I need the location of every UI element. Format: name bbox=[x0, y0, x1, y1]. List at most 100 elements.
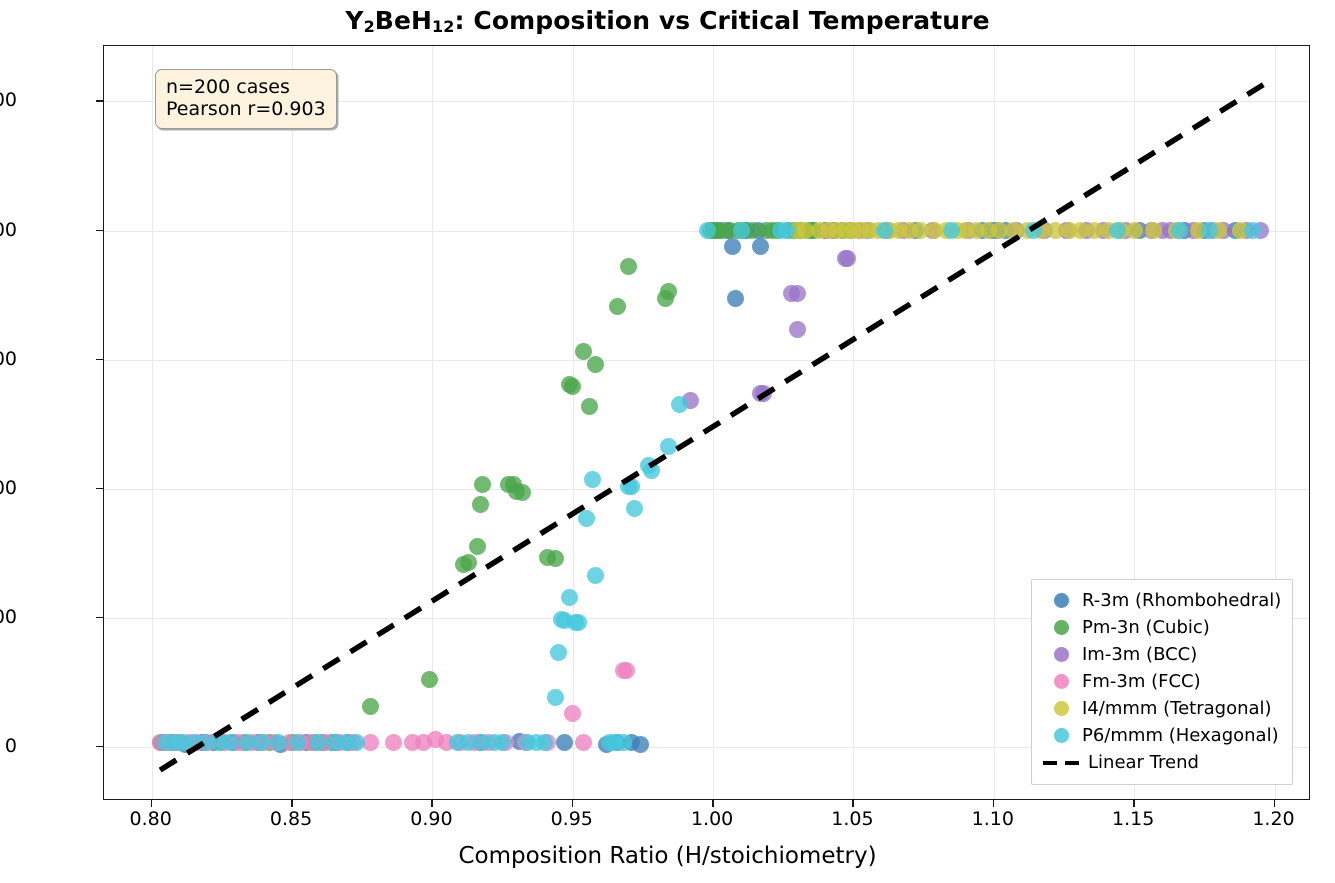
scatter-point bbox=[536, 734, 554, 752]
scatter-point bbox=[238, 734, 256, 752]
scatter-point bbox=[626, 499, 644, 517]
linear-trend-line bbox=[158, 82, 1265, 773]
legend-marker-icon bbox=[1054, 701, 1069, 716]
scatter-point bbox=[586, 566, 604, 584]
plot-area bbox=[103, 45, 1310, 800]
scatter-point bbox=[1145, 222, 1163, 240]
x-axis-tick-label: 1.00 bbox=[690, 808, 734, 830]
legend-item[interactable]: Pm-3n (Cubic) bbox=[1043, 614, 1281, 641]
gridline-vertical bbox=[432, 46, 434, 799]
scatter-point bbox=[797, 222, 815, 240]
legend-item[interactable]: R-3m (Rhombohedral) bbox=[1043, 587, 1281, 614]
scatter-point bbox=[221, 734, 239, 752]
scatter-point bbox=[990, 222, 1008, 240]
legend-marker-icon bbox=[1054, 674, 1069, 689]
scatter-point bbox=[348, 734, 366, 752]
scatter-point bbox=[614, 734, 632, 752]
x-axis-tick-mark bbox=[1273, 800, 1276, 807]
scatter-point bbox=[875, 222, 893, 240]
scatter-point bbox=[752, 237, 770, 255]
annotation-line-r: Pearson r=0.903 bbox=[166, 98, 326, 121]
y-axis-tick-mark bbox=[96, 229, 103, 232]
x-axis-tick-mark bbox=[571, 800, 574, 807]
title-rest: : Composition vs Critical Temperature bbox=[454, 6, 990, 35]
legend-item-label: Linear Trend bbox=[1088, 752, 1199, 773]
annotation-line-n: n=200 cases bbox=[166, 76, 290, 98]
gridline-horizontal bbox=[104, 617, 1309, 619]
legend-item-label: R-3m (Rhombohedral) bbox=[1082, 590, 1282, 611]
x-axis-tick-label: 0.80 bbox=[129, 808, 172, 830]
scatter-point bbox=[1243, 222, 1261, 240]
gridline-horizontal bbox=[104, 488, 1309, 490]
scatter-point bbox=[642, 462, 660, 480]
scatter-point bbox=[468, 538, 486, 556]
y-axis-tick-mark bbox=[96, 358, 103, 361]
scatter-point bbox=[564, 704, 582, 722]
scatter-point bbox=[578, 509, 596, 527]
x-axis-tick-mark bbox=[291, 800, 293, 807]
scatter-point bbox=[474, 476, 492, 494]
scatter-point bbox=[659, 282, 677, 300]
gridline-vertical bbox=[993, 46, 995, 799]
x-axis-tick-label: 1.20 bbox=[1252, 808, 1295, 830]
legend-item[interactable]: I4/mmm (Tetragonal) bbox=[1043, 695, 1281, 722]
scatter-point bbox=[289, 734, 307, 752]
x-axis-tick-label: 1.15 bbox=[1112, 808, 1155, 830]
legend-item[interactable]: P6/mmm (Hexagonal) bbox=[1043, 722, 1281, 749]
data-points-layer bbox=[104, 46, 1309, 799]
scatter-point bbox=[547, 689, 565, 707]
scatter-point bbox=[732, 222, 750, 240]
scatter-point bbox=[839, 250, 857, 268]
scatter-point bbox=[631, 735, 649, 753]
gridline-vertical bbox=[853, 46, 855, 799]
chart-title: Y2BeH12: Composition vs Critical Tempera… bbox=[0, 6, 1335, 36]
scatter-point bbox=[1108, 222, 1126, 240]
scatter-point bbox=[569, 614, 587, 632]
y-axis-tick-label: 100 bbox=[0, 605, 17, 628]
scatter-point bbox=[609, 298, 627, 316]
scatter-point bbox=[1047, 222, 1065, 240]
gridline-vertical bbox=[1274, 46, 1276, 799]
legend-item[interactable]: Im-3m (BCC) bbox=[1043, 641, 1281, 668]
y-axis-tick-label: 0 bbox=[4, 734, 17, 757]
scatter-point bbox=[670, 396, 688, 414]
scatter-point bbox=[1086, 222, 1104, 240]
scatter-point bbox=[1125, 222, 1143, 240]
legend-item[interactable]: Fm-3m (FCC) bbox=[1043, 668, 1281, 695]
x-axis-tick-mark bbox=[852, 800, 855, 807]
legend-item-label: P6/mmm (Hexagonal) bbox=[1082, 725, 1279, 746]
legend-marker-icon bbox=[1054, 620, 1069, 635]
scatter-point bbox=[699, 222, 716, 240]
x-axis-tick-mark bbox=[150, 800, 153, 807]
y-axis-tick-mark bbox=[96, 745, 103, 748]
x-axis-tick-mark bbox=[1133, 800, 1135, 807]
scatter-point bbox=[788, 321, 806, 339]
scatter-point bbox=[943, 222, 961, 240]
chart-legend: R-3m (Rhombohedral) Pm-3n (Cubic) Im-3m (B… bbox=[1031, 579, 1294, 785]
y-axis-tick-label: 400 bbox=[0, 218, 17, 241]
scatter-point bbox=[1072, 222, 1090, 240]
scatter-point bbox=[362, 734, 380, 752]
y-axis-tick-mark bbox=[96, 616, 103, 619]
scatter-point bbox=[513, 484, 531, 502]
title-sub-2: 2 bbox=[363, 17, 375, 36]
scatter-point bbox=[1170, 222, 1188, 240]
stats-annotation: n=200 cases Pearson r=0.903 bbox=[155, 69, 337, 129]
scatter-point bbox=[362, 698, 380, 716]
x-axis-tick-label: 0.90 bbox=[410, 808, 453, 830]
scatter-point bbox=[494, 734, 512, 752]
scatter-point bbox=[384, 734, 402, 752]
scatter-point bbox=[659, 437, 677, 455]
y-axis-tick-mark bbox=[96, 487, 103, 490]
x-axis-tick-mark bbox=[712, 800, 714, 807]
legend-item[interactable]: Linear Trend bbox=[1043, 749, 1281, 776]
scatter-point bbox=[724, 237, 742, 255]
scatter-point bbox=[308, 734, 326, 752]
scatter-point bbox=[617, 662, 635, 680]
legend-item-label: I4/mmm (Tetragonal) bbox=[1082, 698, 1272, 719]
gridline-horizontal bbox=[104, 746, 1309, 748]
scatter-point bbox=[581, 397, 599, 415]
legend-marker-icon bbox=[1054, 593, 1069, 608]
legend-item-label: Im-3m (BCC) bbox=[1082, 644, 1198, 665]
